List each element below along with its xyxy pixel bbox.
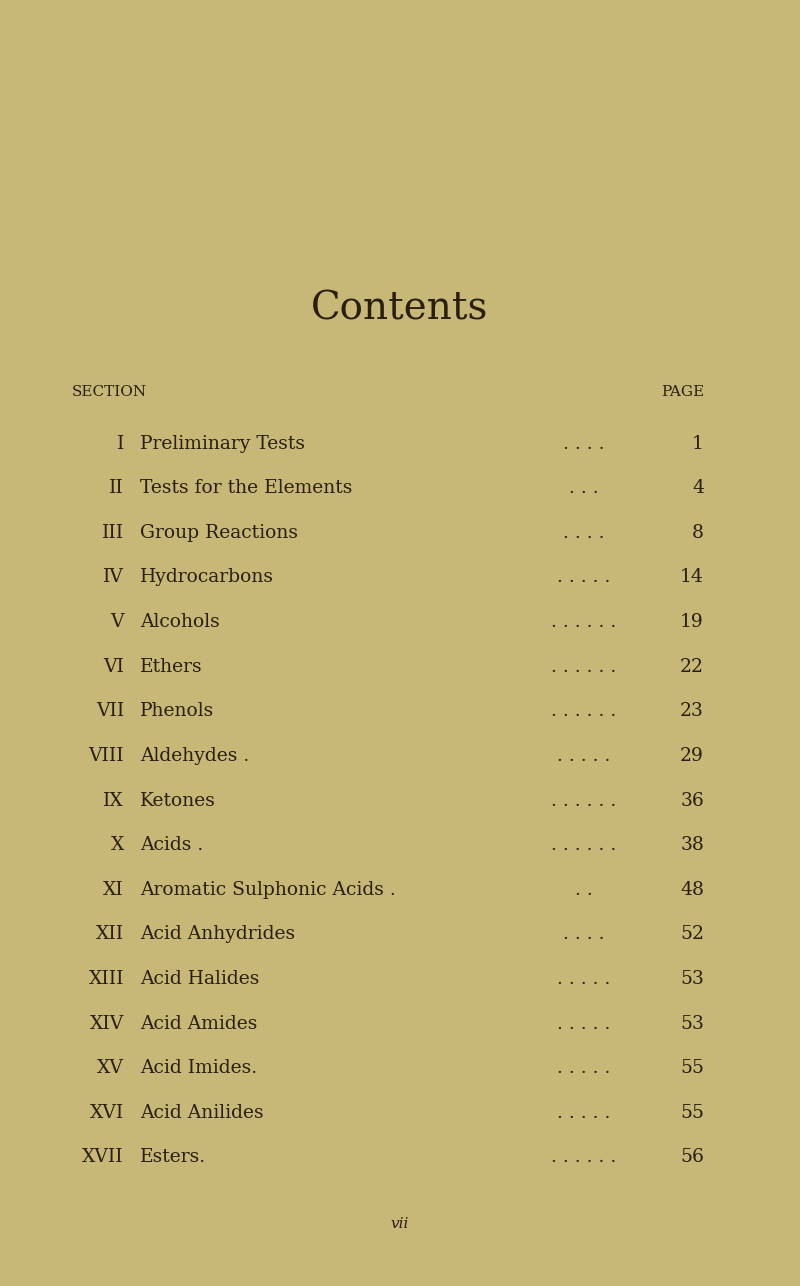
Text: Contents: Contents	[311, 291, 489, 327]
Text: XV: XV	[97, 1060, 124, 1078]
Text: . . . . . .: . . . . . .	[551, 657, 617, 675]
Text: VII: VII	[96, 702, 124, 720]
Text: 23: 23	[680, 702, 704, 720]
Text: . . . . .: . . . . .	[558, 1103, 610, 1121]
Text: Esters.: Esters.	[140, 1148, 206, 1166]
Text: Acid Halides: Acid Halides	[140, 970, 259, 988]
Text: PAGE: PAGE	[661, 386, 704, 399]
Text: . . . . .: . . . . .	[558, 970, 610, 988]
Text: X: X	[110, 836, 124, 854]
Text: 8: 8	[692, 523, 704, 541]
Text: Hydrocarbons: Hydrocarbons	[140, 568, 274, 586]
Text: Acid Anhydrides: Acid Anhydrides	[140, 926, 295, 944]
Text: . . . . . .: . . . . . .	[551, 792, 617, 809]
Text: III: III	[102, 523, 124, 541]
Text: 36: 36	[680, 792, 704, 809]
Text: . . . . . .: . . . . . .	[551, 702, 617, 720]
Text: . . . . . .: . . . . . .	[551, 613, 617, 631]
Text: Acids .: Acids .	[140, 836, 203, 854]
Text: 4: 4	[692, 480, 704, 498]
Text: XII: XII	[96, 926, 124, 944]
Text: vii: vii	[391, 1218, 409, 1231]
Text: Acid Amides: Acid Amides	[140, 1015, 258, 1033]
Text: XIV: XIV	[90, 1015, 124, 1033]
Text: I: I	[117, 435, 124, 453]
Text: Acid Imides.: Acid Imides.	[140, 1060, 257, 1078]
Text: XIII: XIII	[89, 970, 124, 988]
Text: SECTION: SECTION	[72, 386, 147, 399]
Text: VI: VI	[103, 657, 124, 675]
Text: 52: 52	[680, 926, 704, 944]
Text: . . . . .: . . . . .	[558, 568, 610, 586]
Text: XI: XI	[103, 881, 124, 899]
Text: . .: . .	[575, 881, 593, 899]
Text: . . . . . .: . . . . . .	[551, 836, 617, 854]
Text: 38: 38	[680, 836, 704, 854]
Text: 29: 29	[680, 747, 704, 765]
Text: . . . .: . . . .	[563, 926, 605, 944]
Text: Aldehydes .: Aldehydes .	[140, 747, 250, 765]
Text: . . . . .: . . . . .	[558, 1015, 610, 1033]
Text: Ethers: Ethers	[140, 657, 202, 675]
Text: IV: IV	[103, 568, 124, 586]
Text: Acid Anilides: Acid Anilides	[140, 1103, 264, 1121]
Text: . . . . .: . . . . .	[558, 747, 610, 765]
Text: XVII: XVII	[82, 1148, 124, 1166]
Text: XVI: XVI	[90, 1103, 124, 1121]
Text: Preliminary Tests: Preliminary Tests	[140, 435, 305, 453]
Text: . . .: . . .	[569, 480, 599, 498]
Text: . . . . . .: . . . . . .	[551, 1148, 617, 1166]
Text: II: II	[110, 480, 124, 498]
Text: Phenols: Phenols	[140, 702, 214, 720]
Text: . . . .: . . . .	[563, 523, 605, 541]
Text: 1: 1	[692, 435, 704, 453]
Text: 22: 22	[680, 657, 704, 675]
Text: Alcohols: Alcohols	[140, 613, 220, 631]
Text: VIII: VIII	[88, 747, 124, 765]
Text: Group Reactions: Group Reactions	[140, 523, 298, 541]
Text: 48: 48	[680, 881, 704, 899]
Text: IX: IX	[103, 792, 124, 809]
Text: Aromatic Sulphonic Acids .: Aromatic Sulphonic Acids .	[140, 881, 396, 899]
Text: 14: 14	[680, 568, 704, 586]
Text: 19: 19	[680, 613, 704, 631]
Text: Tests for the Elements: Tests for the Elements	[140, 480, 352, 498]
Text: 55: 55	[680, 1103, 704, 1121]
Text: Ketones: Ketones	[140, 792, 216, 809]
Text: . . . . .: . . . . .	[558, 1060, 610, 1078]
Text: . . . .: . . . .	[563, 435, 605, 453]
Text: 53: 53	[680, 1015, 704, 1033]
Text: V: V	[110, 613, 124, 631]
Text: 55: 55	[680, 1060, 704, 1078]
Text: 56: 56	[680, 1148, 704, 1166]
Text: 53: 53	[680, 970, 704, 988]
